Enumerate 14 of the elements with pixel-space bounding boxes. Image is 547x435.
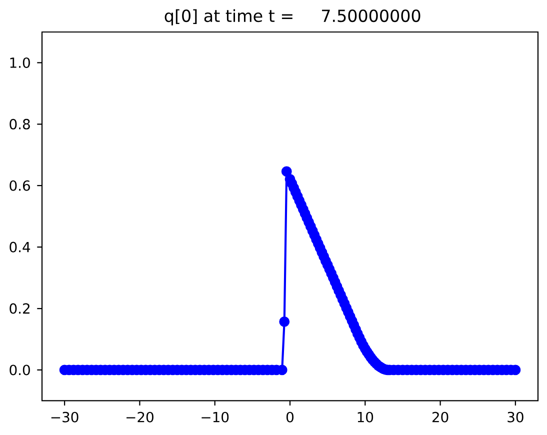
- y-tick-label: 1.0: [10, 57, 30, 68]
- x-tick-label: 30: [508, 412, 524, 422]
- x-tick-label: 0: [286, 412, 294, 422]
- y-tick-label: 0.2: [10, 303, 30, 314]
- x-tick-label: 20: [432, 412, 448, 422]
- x-tick-label: −10: [202, 412, 229, 422]
- chart-title: q[0] at time t = 7.50000000: [164, 9, 420, 26]
- x-tick-label: −30: [51, 412, 78, 422]
- y-tick-label: 0.6: [10, 180, 30, 191]
- y-tick-label: 0.8: [10, 118, 30, 130]
- y-tick-label: 0.0: [10, 364, 30, 376]
- y-tick-label: 0.4: [10, 242, 30, 252]
- x-tick-label: −20: [126, 412, 154, 422]
- x-tick-label: 10: [358, 412, 374, 422]
